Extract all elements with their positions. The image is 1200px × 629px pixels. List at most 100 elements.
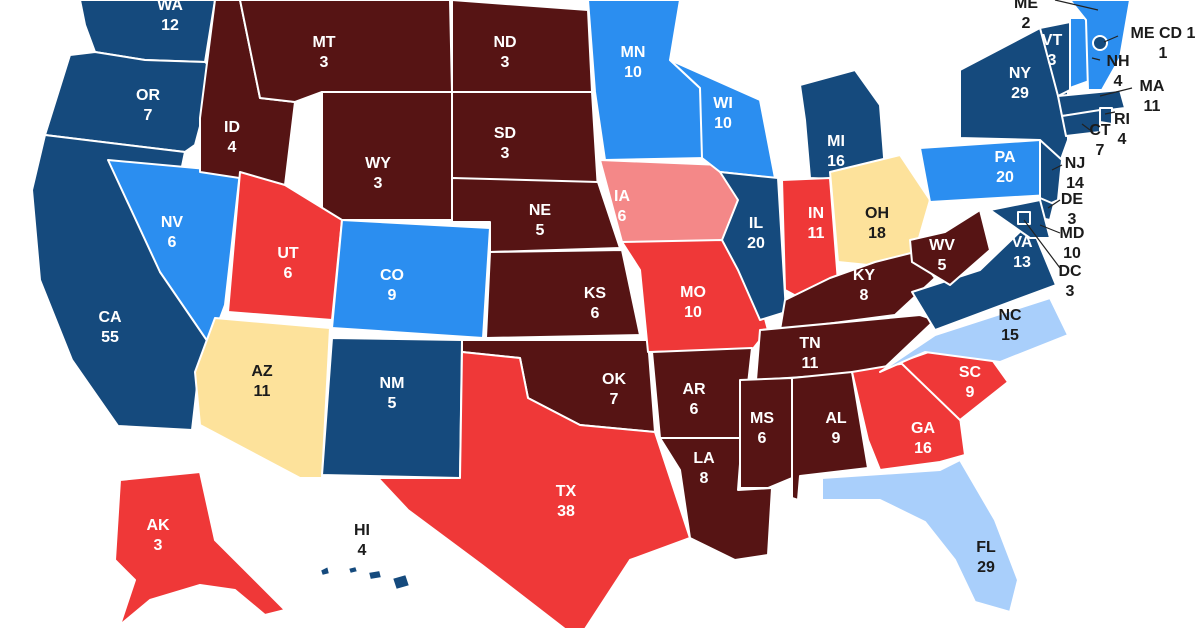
state-abbr-az: AZ bbox=[251, 363, 273, 380]
state-ev-or: 7 bbox=[144, 107, 153, 124]
state-abbr-tn: TN bbox=[799, 335, 820, 352]
state-hi-island-3[interactable] bbox=[391, 573, 411, 591]
state-abbr-pa: PA bbox=[994, 149, 1015, 166]
state-abbr-wi: WI bbox=[713, 95, 733, 112]
state-abbr-mn: MN bbox=[621, 44, 646, 61]
state-ev-mn: 10 bbox=[624, 64, 642, 81]
state-abbr-me-cd-1: ME CD 1 bbox=[1131, 25, 1196, 42]
state-abbr-mi: MI bbox=[827, 133, 845, 150]
state-abbr-sd: SD bbox=[494, 125, 516, 142]
state-abbr-wv: WV bbox=[929, 237, 955, 254]
state-ev-ia: 6 bbox=[618, 208, 627, 225]
state-ev-il: 20 bbox=[747, 235, 765, 252]
state-ev-az: 11 bbox=[254, 383, 271, 400]
state-ev-nh: 4 bbox=[1114, 73, 1123, 90]
state-ev-de: 3 bbox=[1068, 211, 1077, 228]
state-abbr-in: IN bbox=[808, 205, 824, 222]
state-ev-mo: 10 bbox=[684, 304, 702, 321]
state-abbr-nv: NV bbox=[161, 214, 184, 231]
state-abbr-ar: AR bbox=[682, 381, 706, 398]
state-ev-nc: 15 bbox=[1001, 327, 1019, 344]
state-abbr-al: AL bbox=[825, 410, 847, 427]
state-ev-ny: 29 bbox=[1011, 85, 1029, 102]
state-abbr-nj: NJ bbox=[1065, 155, 1085, 172]
state-ev-nj: 14 bbox=[1066, 175, 1084, 192]
state-ev-al: 9 bbox=[832, 430, 841, 447]
state-ev-ma: 11 bbox=[1144, 98, 1161, 115]
state-abbr-ks: KS bbox=[584, 285, 607, 302]
state-abbr-co: CO bbox=[380, 267, 404, 284]
state-dc[interactable] bbox=[1017, 211, 1031, 225]
state-ct[interactable] bbox=[1061, 109, 1101, 137]
state-abbr-ga: GA bbox=[911, 420, 935, 437]
state-il[interactable] bbox=[719, 171, 787, 321]
state-ev-ms: 6 bbox=[758, 430, 767, 447]
district-me-cd-1[interactable] bbox=[1092, 35, 1108, 51]
state-ev-md: 10 bbox=[1063, 245, 1081, 262]
state-abbr-ok: OK bbox=[602, 371, 626, 388]
state-wv[interactable] bbox=[909, 209, 991, 286]
state-or[interactable] bbox=[44, 51, 216, 153]
state-hi[interactable] bbox=[319, 565, 331, 577]
state-abbr-il: IL bbox=[749, 215, 763, 232]
state-hi-island-1[interactable] bbox=[347, 565, 359, 575]
state-vt[interactable] bbox=[1039, 21, 1071, 97]
state-ev-ga: 16 bbox=[914, 440, 932, 457]
state-nc[interactable] bbox=[879, 297, 1069, 373]
state-ev-ky: 8 bbox=[860, 287, 869, 304]
state-va[interactable] bbox=[911, 221, 1057, 331]
state-abbr-de: DE bbox=[1061, 191, 1084, 208]
state-abbr-nm: NM bbox=[380, 375, 405, 392]
state-abbr-la: LA bbox=[693, 450, 715, 467]
state-ev-in: 11 bbox=[808, 225, 825, 242]
leader-line-nj bbox=[1051, 164, 1063, 171]
state-abbr-vt: VT bbox=[1042, 32, 1063, 49]
state-ev-mt: 3 bbox=[320, 54, 329, 71]
state-ms[interactable] bbox=[739, 377, 793, 489]
state-co[interactable] bbox=[331, 219, 491, 339]
state-az[interactable] bbox=[194, 317, 331, 479]
state-abbr-ut: UT bbox=[277, 245, 299, 262]
state-ev-dc: 3 bbox=[1066, 283, 1075, 300]
state-ev-fl: 29 bbox=[977, 559, 995, 576]
state-abbr-mt: MT bbox=[312, 34, 335, 51]
state-ak[interactable] bbox=[114, 471, 286, 626]
state-ks[interactable] bbox=[485, 249, 641, 339]
state-tx[interactable] bbox=[377, 351, 691, 629]
state-abbr-ri: RI bbox=[1114, 111, 1130, 128]
leader-line-nh bbox=[1091, 57, 1101, 61]
state-ev-co: 9 bbox=[388, 287, 397, 304]
state-pa[interactable] bbox=[919, 139, 1051, 203]
state-mt[interactable] bbox=[239, 0, 453, 103]
state-ev-pa: 20 bbox=[996, 169, 1014, 186]
state-ev-ct: 7 bbox=[1096, 142, 1105, 159]
state-ev-tx: 38 bbox=[557, 503, 575, 520]
state-ev-hi: 4 bbox=[358, 542, 367, 559]
state-abbr-nd: ND bbox=[493, 34, 516, 51]
state-ev-vt: 3 bbox=[1048, 52, 1057, 69]
leader-line-me-cd-1 bbox=[1103, 35, 1119, 43]
state-abbr-dc: DC bbox=[1058, 263, 1082, 280]
state-ev-mi: 16 bbox=[827, 153, 845, 170]
state-abbr-ca: CA bbox=[98, 309, 122, 326]
state-hi-island-2[interactable] bbox=[367, 569, 383, 581]
state-ev-va: 13 bbox=[1013, 254, 1031, 271]
state-ev-ri: 4 bbox=[1118, 131, 1127, 148]
state-sd[interactable] bbox=[451, 91, 599, 191]
state-abbr-ky: KY bbox=[853, 267, 876, 284]
state-nd[interactable] bbox=[451, 0, 593, 93]
leader-line-dc bbox=[1023, 219, 1061, 269]
state-ev-sd: 3 bbox=[501, 145, 510, 162]
state-abbr-id: ID bbox=[224, 119, 240, 136]
state-abbr-tx: TX bbox=[556, 483, 577, 500]
state-ev-ak: 3 bbox=[154, 537, 163, 554]
state-tn[interactable] bbox=[755, 314, 936, 381]
state-fl[interactable] bbox=[821, 459, 1019, 613]
state-abbr-oh: OH bbox=[865, 205, 889, 222]
state-abbr-wy: WY bbox=[365, 155, 391, 172]
state-abbr-md: MD bbox=[1060, 225, 1085, 242]
state-abbr-ny: NY bbox=[1009, 65, 1032, 82]
leader-line-ri bbox=[1104, 111, 1116, 115]
state-abbr-nc: NC bbox=[998, 307, 1022, 324]
